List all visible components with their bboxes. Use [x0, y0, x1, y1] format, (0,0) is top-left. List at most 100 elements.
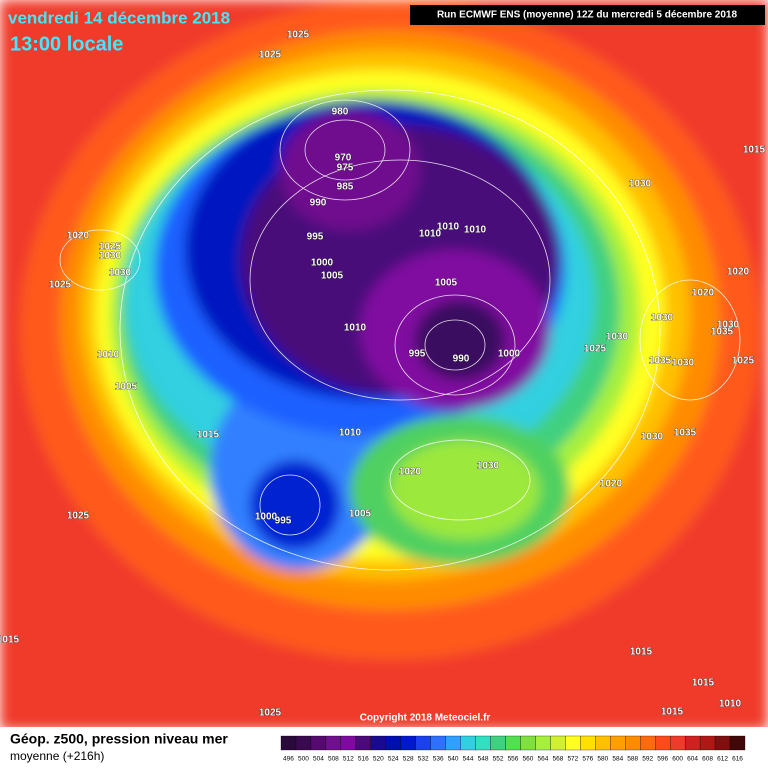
isobar-label: 1030: [641, 432, 664, 443]
time: 13:00 locale: [10, 33, 123, 55]
isobar-label: 1015: [0, 635, 20, 646]
colorbar-label: 596: [657, 756, 668, 763]
isobar-label: 1020: [727, 267, 750, 278]
isobar-label: 1010: [97, 350, 120, 361]
isobar-label: 975: [337, 163, 354, 174]
copyright: Copyright 2018 Meteociel.fr: [360, 713, 491, 724]
colorbar-swatch: [640, 735, 656, 751]
colorbar-swatch: [505, 735, 521, 751]
isobar-label: 990: [310, 198, 327, 209]
colorbar-label: 564: [538, 756, 549, 763]
colorbar-label: 532: [418, 756, 429, 763]
date: vendredi 14 décembre 2018: [8, 8, 230, 27]
colorbar-swatch: [370, 735, 386, 751]
run-info: Run ECMWF ENS (moyenne) 12Z du mercredi …: [437, 10, 738, 21]
isobar-label: 1010: [419, 229, 442, 240]
colorbar-swatch: [430, 735, 446, 751]
colorbar-label: 612: [717, 756, 728, 763]
isobar-label: 1010: [344, 323, 367, 334]
colorbar-label: 496: [283, 756, 294, 763]
colorbar-swatch: [460, 735, 476, 751]
colorbar-swatch: [670, 735, 686, 751]
colorbar-swatch: [415, 735, 431, 751]
isobar-label: 990: [453, 354, 470, 365]
isobar-label: 1015: [743, 145, 766, 156]
isobar-label: 1005: [349, 509, 372, 520]
colorbar-swatch: [490, 735, 506, 751]
isobar-label: 1030: [477, 461, 500, 472]
isobar-label: 970: [335, 153, 352, 164]
colorbar-swatch: [580, 735, 596, 751]
colorbar-label: 540: [448, 756, 459, 763]
colorbar-label: 560: [523, 756, 534, 763]
colorbar-swatch: [684, 735, 701, 751]
run-box: [410, 5, 765, 25]
colorbar-label: 552: [493, 756, 504, 763]
colorbar-label: 604: [687, 756, 698, 763]
isobar-label: 1030: [672, 358, 695, 369]
colorbar-swatch: [565, 735, 581, 751]
isobars: [59, 89, 741, 571]
colorbar-swatch: [535, 735, 551, 751]
colorbar-swatch: [729, 735, 746, 751]
colorbar-swatch: [400, 735, 416, 751]
isobar-label: 1015: [630, 647, 653, 658]
isobar-label: 1010: [464, 225, 487, 236]
isobar-label: 1025: [99, 242, 122, 253]
isobar-label: 1010: [437, 222, 460, 233]
colorbar-label: 512: [343, 756, 354, 763]
isobar-label: 1035: [649, 356, 672, 367]
isobar-label: 1025: [259, 708, 282, 719]
colorbar-swatch: [475, 735, 491, 751]
isobar-label: 1030: [109, 268, 132, 279]
isobar-label: 1015: [692, 678, 715, 689]
isobar-label: 1035: [711, 327, 734, 338]
colorbar-swatch: [325, 735, 342, 751]
isobar-label: 1035: [674, 428, 697, 439]
colorbar-label: 504: [313, 756, 324, 763]
colorbar-label: 572: [567, 756, 578, 763]
isobar-label: 995: [275, 516, 292, 527]
colorbar-label: 576: [582, 756, 593, 763]
isobar-label: 1030: [606, 332, 629, 343]
colorbar-label: 592: [642, 756, 653, 763]
isobar-label: 1020: [399, 467, 422, 478]
colorbar-label: 528: [403, 756, 414, 763]
isobar-label: 1025: [584, 344, 607, 355]
isobar-label: 1030: [651, 313, 674, 324]
colorbar-swatch: [385, 735, 401, 751]
isobar-label: 1030: [99, 251, 122, 262]
colorbar-swatch: [625, 735, 641, 751]
isobar-label: 1015: [661, 707, 684, 718]
colorbar-label: 548: [478, 756, 489, 763]
colorbar-label: 568: [552, 756, 563, 763]
colorbar-swatch: [310, 735, 327, 751]
isobar-label: 1025: [67, 511, 90, 522]
isobar-label: 1010: [719, 699, 742, 710]
isobar-label: 1020: [692, 288, 715, 299]
isobar-label: 1005: [115, 382, 138, 393]
colorbar-swatch: [520, 735, 536, 751]
colorbar-swatch: [699, 735, 716, 751]
colorbar-label: 500: [298, 756, 309, 763]
colorbar-swatch: [550, 735, 566, 751]
isobar-label: 1000: [498, 349, 521, 360]
colorbar-label: 536: [433, 756, 444, 763]
colorbar-label: 584: [612, 756, 623, 763]
colorbar-swatch: [610, 735, 626, 751]
colorbar-swatch: [295, 735, 312, 751]
colorbar-label: 520: [373, 756, 384, 763]
colorbar-label: 516: [358, 756, 369, 763]
isobar-label: 1030: [717, 320, 740, 331]
isobar-label: 995: [307, 232, 324, 243]
colorbar-label: 508: [328, 756, 339, 763]
colorbar-swatch: [280, 735, 297, 751]
colorbar-label: 524: [388, 756, 399, 763]
isobar-label: 985: [337, 182, 354, 193]
isobar-label: 1005: [321, 271, 344, 282]
isobar-label: 1005: [435, 278, 458, 289]
isobar-label: 1025: [732, 356, 755, 367]
colorbar-swatch: [445, 735, 461, 751]
isobar-label: 1020: [600, 479, 623, 490]
